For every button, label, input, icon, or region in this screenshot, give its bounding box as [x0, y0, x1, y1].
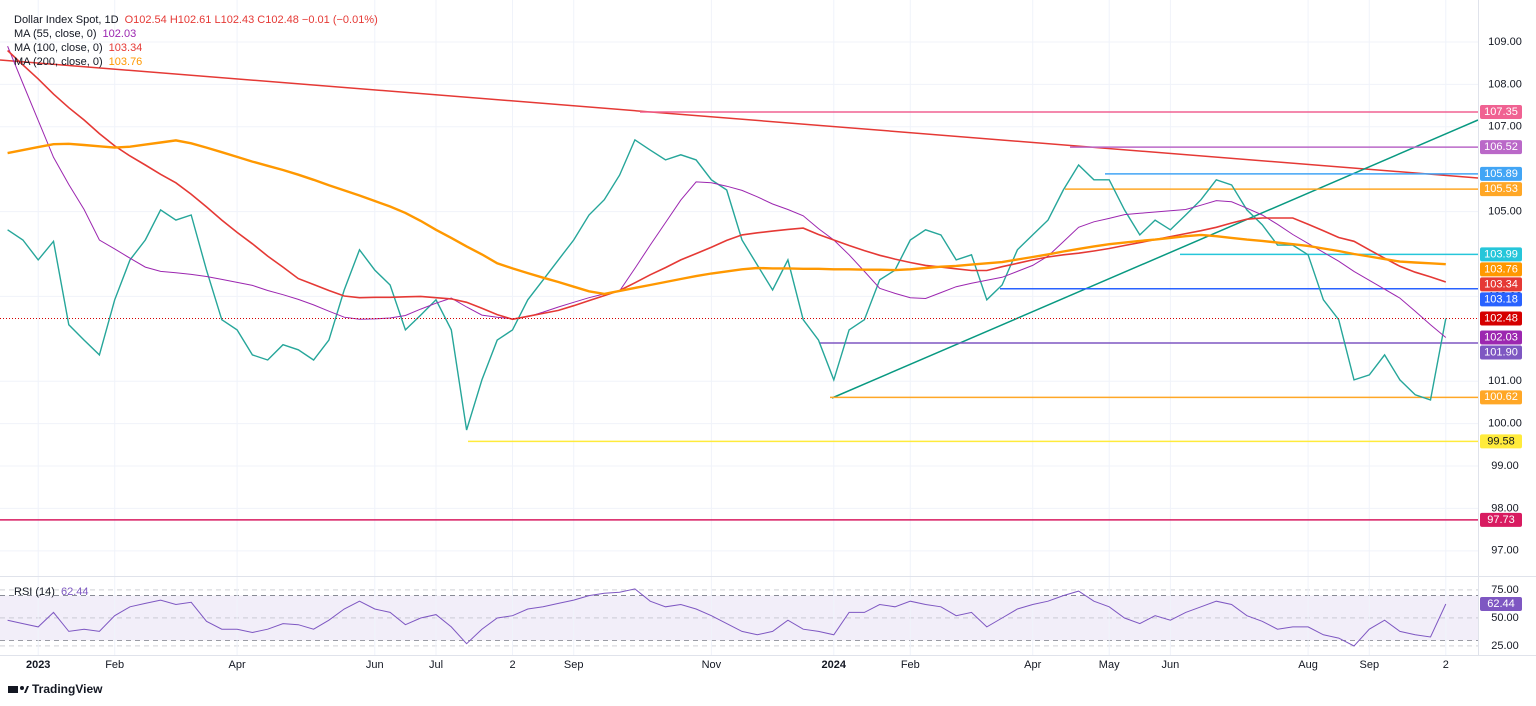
- indicator-line: [7, 46, 1447, 338]
- price-label: 99.58: [1487, 435, 1515, 447]
- price-label: 62.44: [1487, 598, 1515, 610]
- logo: [8, 686, 18, 693]
- y-tick-label: 109.00: [1488, 36, 1522, 48]
- legend-name: MA (200, close, 0): [14, 56, 103, 68]
- price-label-box: [1480, 512, 1522, 527]
- y-tick-label: 98.00: [1491, 502, 1519, 514]
- ohlc: O102.54 H102.61 L102.43 C102.48 −0.01 (−…: [125, 14, 378, 26]
- x-tick-label: Jul: [429, 659, 443, 671]
- trendline: [831, 119, 1479, 399]
- price-label: 102.48: [1484, 312, 1518, 324]
- x-tick-label: Jun: [366, 659, 384, 671]
- legend-value: 102.03: [103, 28, 137, 40]
- legend-name: RSI (14): [14, 586, 55, 598]
- brand: TradingView: [8, 682, 103, 696]
- logo: [24, 686, 29, 693]
- y-tick-label: 50.00: [1491, 612, 1519, 624]
- price-label-box: [1480, 345, 1522, 360]
- price-label: 103.76: [1484, 263, 1518, 275]
- price-label-box: [1480, 390, 1522, 405]
- price-label: 97.73: [1487, 514, 1515, 526]
- legend-value: 103.76: [109, 56, 143, 68]
- x-tick-label: Feb: [105, 659, 124, 671]
- price-label: 103.18: [1484, 293, 1518, 305]
- x-tick-label: Apr: [229, 659, 246, 671]
- price-label-box: [1480, 597, 1522, 612]
- x-tick-label: Jun: [1162, 659, 1180, 671]
- price-label: 106.52: [1484, 141, 1518, 153]
- x-tick-label: 2024: [822, 659, 847, 671]
- price-label: 100.62: [1484, 391, 1518, 403]
- legend-value: 62.44: [61, 586, 89, 598]
- brand-name: TradingView: [32, 682, 103, 696]
- logo: [20, 686, 24, 690]
- price-label-box: [1480, 434, 1522, 449]
- x-tick-label: Sep: [1360, 659, 1380, 671]
- price-label: 103.34: [1484, 278, 1518, 290]
- price-label-box: [1480, 104, 1522, 119]
- price-label: 101.90: [1484, 346, 1518, 358]
- x-tick-label: 2: [509, 659, 515, 671]
- y-tick-label: 75.00: [1491, 584, 1519, 596]
- chart-title: Dollar Index Spot, 1D: [14, 14, 119, 26]
- grid: [0, 0, 1478, 655]
- x-tick-label: 2: [1443, 659, 1449, 671]
- price-label: 103.99: [1484, 248, 1518, 260]
- legend-name: MA (100, close, 0): [14, 42, 103, 54]
- x-tick-label: May: [1099, 659, 1120, 671]
- price-label-box: [1480, 140, 1522, 155]
- price-label-box: [1480, 292, 1522, 307]
- price-label-box: [1480, 182, 1522, 197]
- indicator-line: [7, 49, 1447, 321]
- price-label: 105.53: [1484, 183, 1518, 195]
- indicator-line: [7, 139, 1446, 296]
- price-label-box: [1480, 277, 1522, 292]
- y-tick-label: 101.00: [1488, 375, 1522, 387]
- y-tick-label: 107.00: [1488, 121, 1522, 133]
- x-tick-label: 2023: [26, 659, 50, 671]
- y-tick-label: 105.00: [1488, 206, 1522, 218]
- indicator-line: [7, 588, 1447, 647]
- y-tick-label: 100.00: [1488, 418, 1522, 430]
- legend-value: 103.34: [109, 42, 143, 54]
- price-label-box: [1480, 247, 1522, 262]
- legend-name: MA (55, close, 0): [14, 28, 97, 40]
- x-tick-label: Sep: [564, 659, 584, 671]
- x-tick-label: Aug: [1298, 659, 1318, 671]
- x-tick-label: Apr: [1024, 659, 1041, 671]
- y-tick-label: 99.00: [1491, 460, 1519, 472]
- price-label: 107.35: [1484, 106, 1518, 118]
- price-label-box: [1480, 330, 1522, 345]
- x-tick-label: Feb: [901, 659, 920, 671]
- price-label-box: [1480, 166, 1522, 181]
- price-line: [7, 138, 1447, 431]
- trendline: [0, 59, 1479, 179]
- x-tick-label: Nov: [702, 659, 722, 671]
- price-label-box: [1480, 262, 1522, 277]
- price-label-box: [1480, 311, 1522, 326]
- price-label: 105.89: [1484, 168, 1518, 180]
- price-label: 102.03: [1484, 331, 1518, 343]
- y-tick-label: 108.00: [1488, 78, 1522, 90]
- y-tick-label: 25.00: [1491, 640, 1519, 652]
- y-tick-label: 97.00: [1491, 545, 1519, 557]
